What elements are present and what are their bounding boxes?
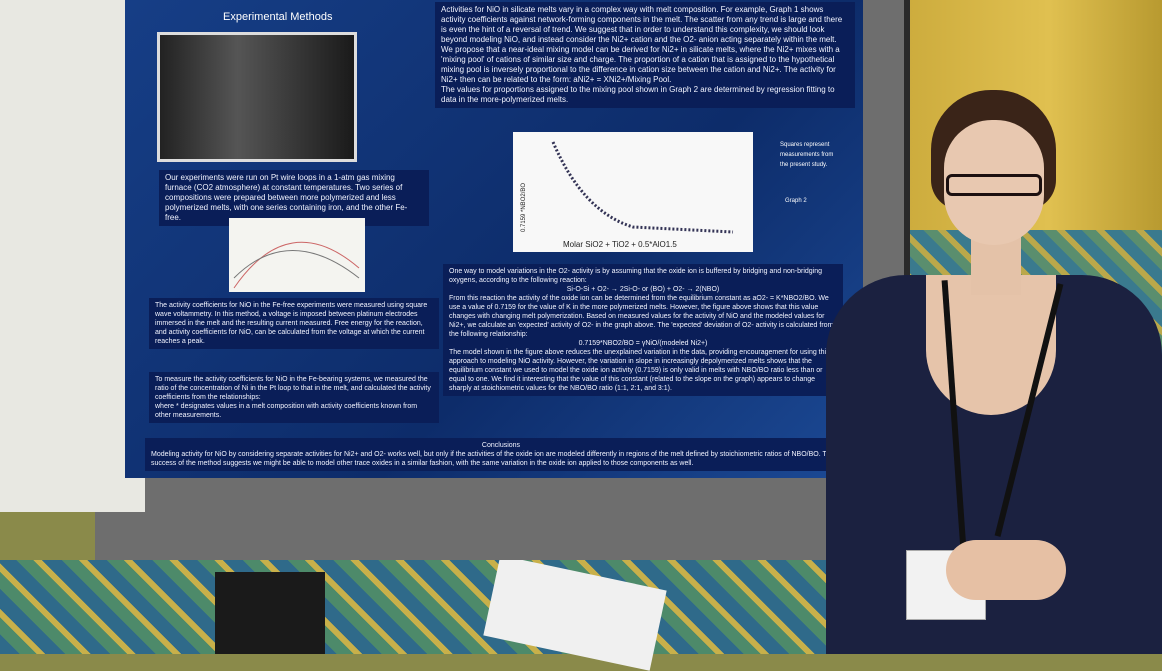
section-title: Experimental Methods <box>223 11 333 23</box>
face <box>944 120 1044 245</box>
graph-2-xlabel: Molar SiO2 + TiO2 + 0.5*AlO1.5 <box>563 240 677 249</box>
graph-1 <box>229 218 365 292</box>
visitor-legs <box>215 572 325 654</box>
oxide-paragraph-3: The model shown in the figure above redu… <box>449 349 830 392</box>
conclusions-text: Modeling activity for NiO by considering… <box>151 451 835 467</box>
glasses <box>946 174 1042 196</box>
neck <box>971 235 1021 295</box>
graph-2-ylabel: 0.7159 *NBO2/BO <box>521 182 527 232</box>
intro-text: Activities for NiO in silicate melts var… <box>435 2 855 108</box>
equation: 0.7159*NBO2/BO = γNiO/(modeled Ni2+) <box>578 340 708 347</box>
reaction: Si-O-Si + O2- → 2Si-O- or (BO) + O2- → 2… <box>566 286 720 293</box>
graph-2-tag: Graph 2 <box>785 198 807 204</box>
model-paragraph: We propose that a near-ideal mixing mode… <box>441 45 840 84</box>
graph-1-curves <box>233 241 360 289</box>
conclusions-title: Conclusions <box>481 442 521 449</box>
neighbor-poster <box>0 0 145 512</box>
graph-2-note: Squares represent measurements from the … <box>780 142 834 168</box>
methods-text: Our experiments were run on Pt wire loop… <box>159 170 429 226</box>
oxide-paragraph: One way to model variations in the O2- a… <box>449 268 823 284</box>
fe-bearing-paragraph: To measure the activity coefficients for… <box>155 376 431 401</box>
graph-2: 0.7159 *NBO2/BO Molar SiO2 + TiO2 + 0.5*… <box>513 132 753 252</box>
presenter <box>826 90 1162 654</box>
intro-paragraph: Activities for NiO in silicate melts var… <box>441 5 843 44</box>
regression-paragraph: The values for proportions assigned to t… <box>441 85 835 104</box>
oxide-text: One way to model variations in the O2- a… <box>443 264 843 396</box>
fe-note: where * designates values in a melt comp… <box>155 403 418 419</box>
fe-bearing-text: To measure the activity coefficients for… <box>149 372 439 423</box>
hand <box>946 540 1066 600</box>
conclusions: Conclusions Modeling activity for NiO by… <box>145 438 857 471</box>
research-poster: Experimental Methods Activities for NiO … <box>125 0 863 478</box>
graph-2-plot <box>551 141 734 234</box>
voltammetry-text: The activity coefficients for NiO in the… <box>149 298 439 349</box>
oxide-paragraph-2: From this reaction the activity of the o… <box>449 295 834 338</box>
experiment-photo <box>157 32 357 162</box>
